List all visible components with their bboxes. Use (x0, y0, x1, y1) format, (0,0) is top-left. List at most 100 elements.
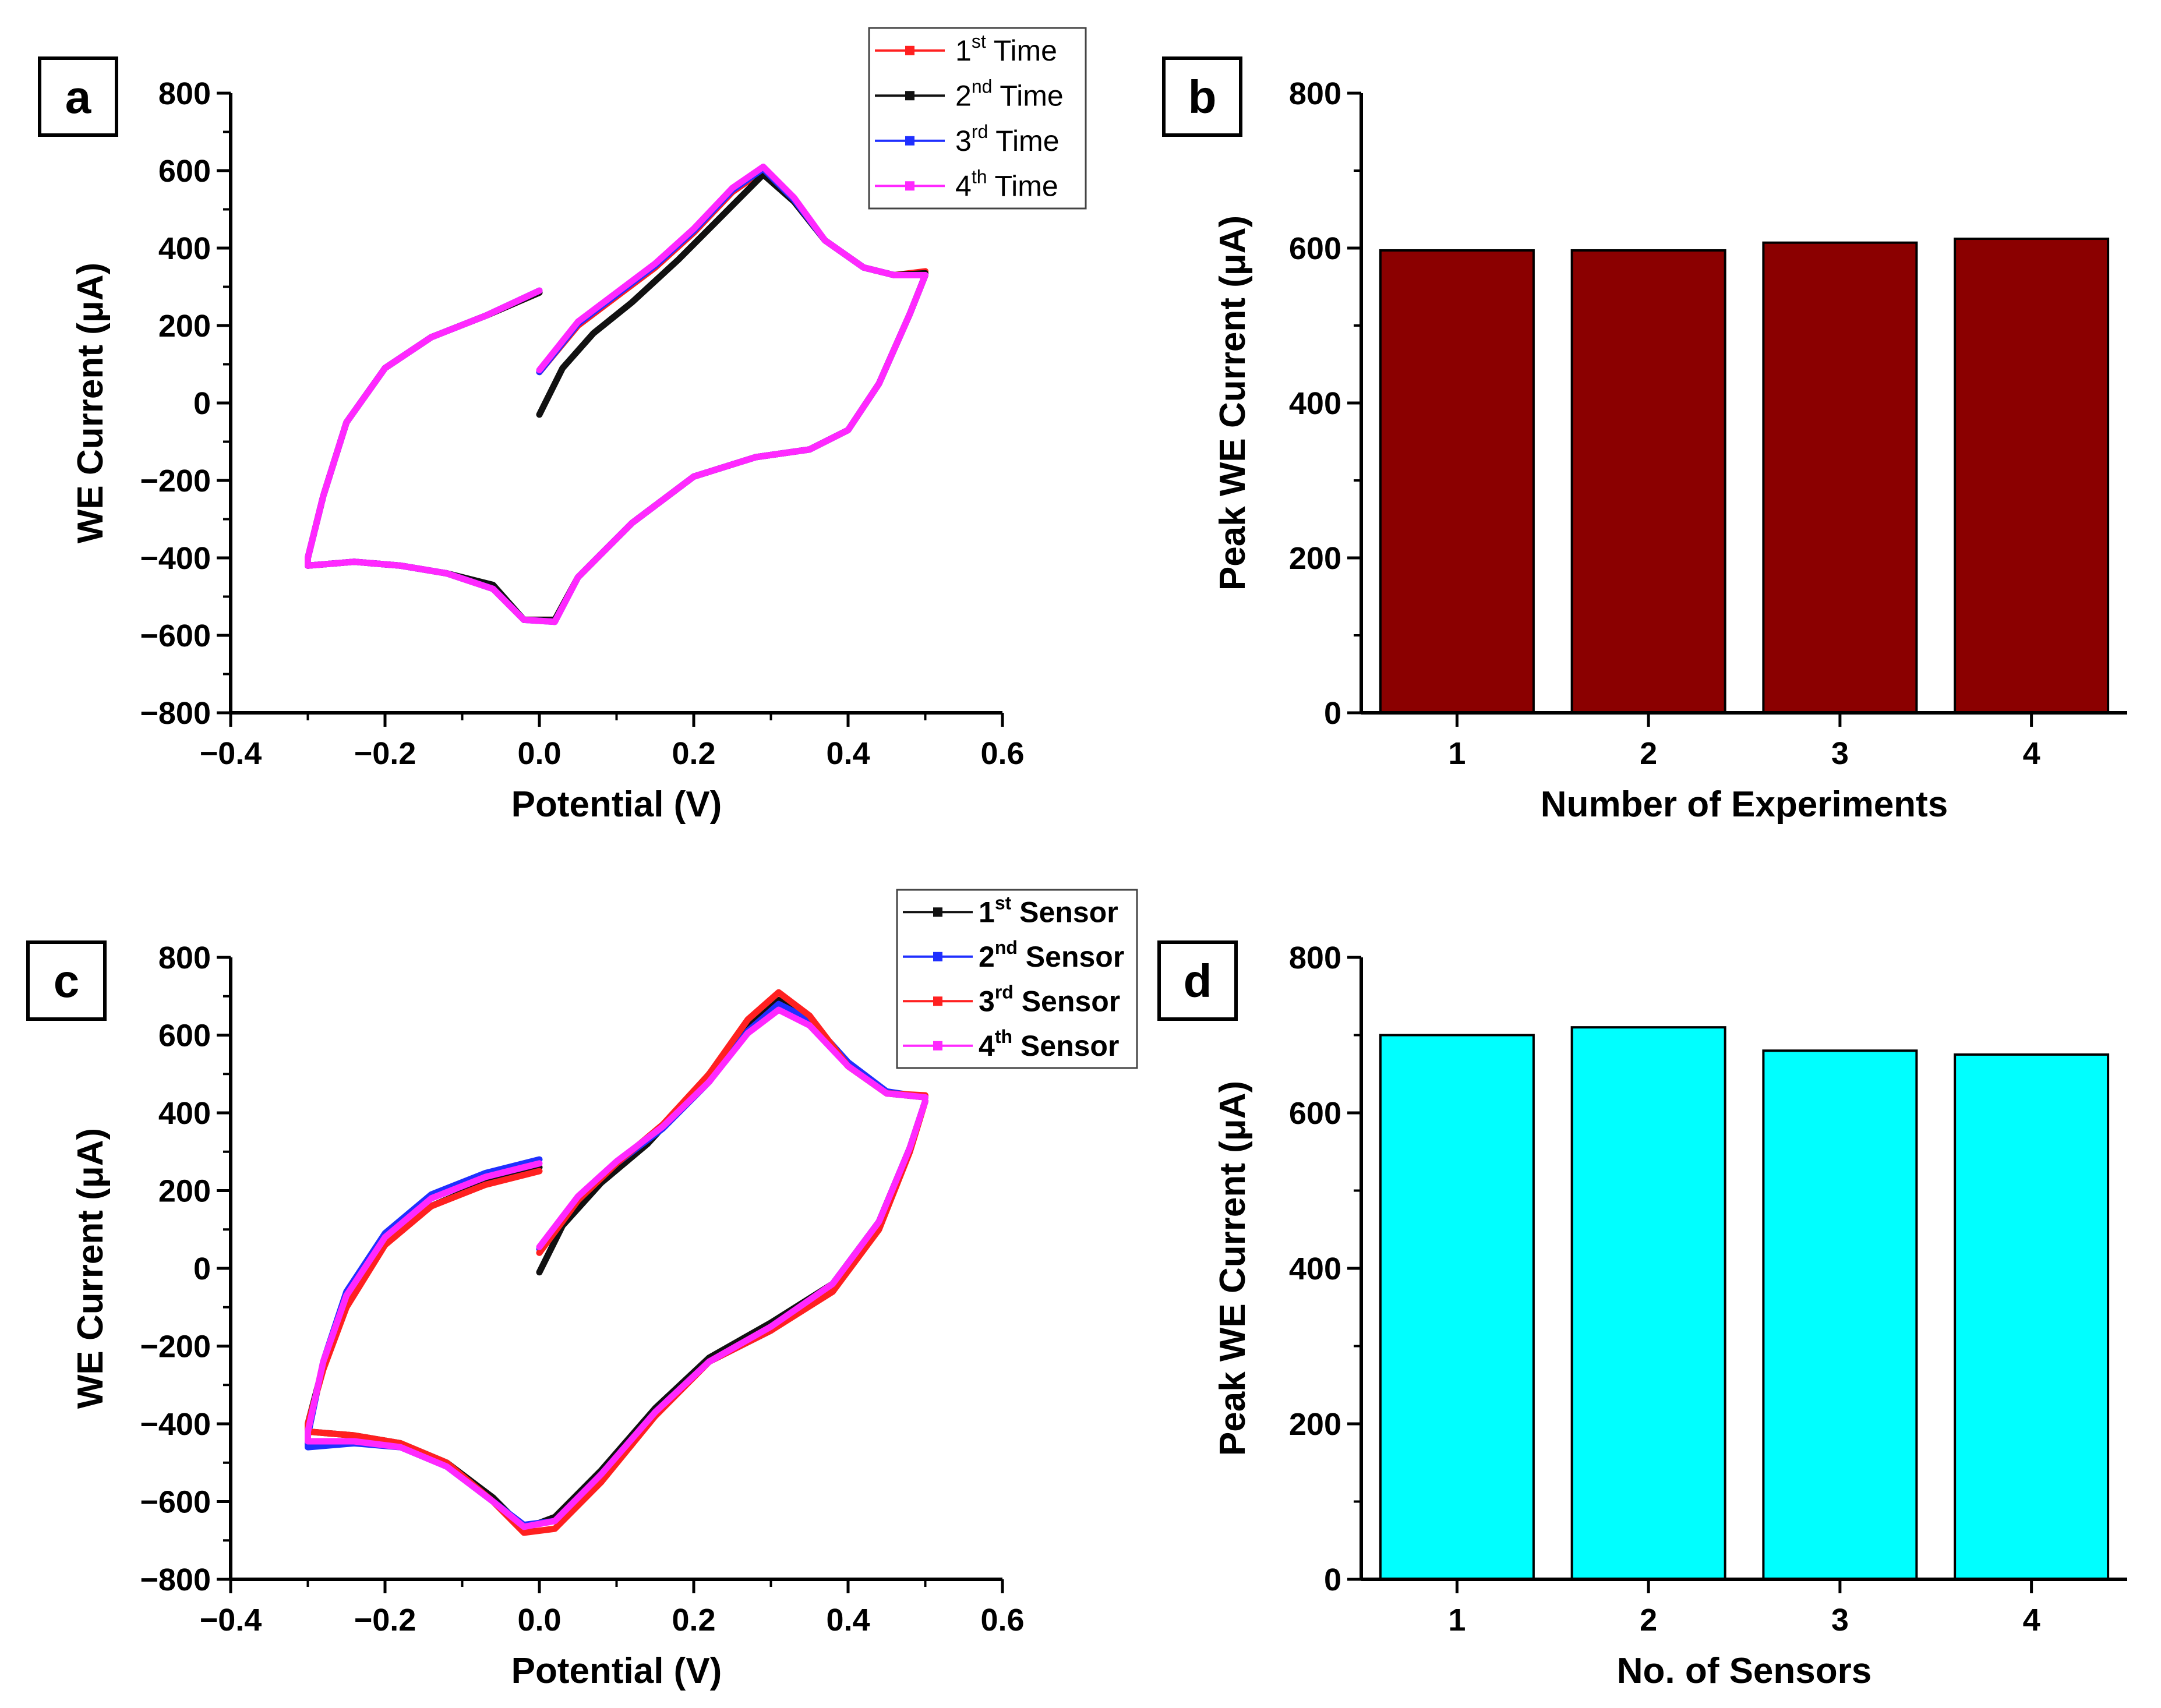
panel-a-cv-repeatability: −800 −600 −400 −200 0 200 400 600 800 −0.4 −0.2 0.0… (38, 27, 1087, 825)
legend-marker (933, 1041, 942, 1051)
y-tick-label: 600 (1289, 1096, 1341, 1131)
y-tick-label: −400 (140, 541, 211, 576)
x-tick-label: 1 (1448, 1603, 1466, 1638)
legend-entry-3: 3rd Time (955, 121, 1060, 157)
legend-entry-number: 2 (979, 940, 995, 973)
x-axis-title: Potential (V) (511, 784, 722, 825)
x-tick-label: 0.2 (672, 1603, 715, 1638)
x-tick-label: 0.4 (826, 736, 870, 771)
y-tick-label: 200 (1289, 1407, 1341, 1442)
legend-entry-label: Sensor (1018, 940, 1124, 973)
y-tick-label: 800 (1289, 940, 1341, 975)
legend-entry-label: Time (992, 79, 1063, 112)
series-2-forward-sweep (536, 171, 928, 418)
x-tick-label: 2 (1640, 1603, 1657, 1638)
y-tick-label: 200 (1289, 541, 1341, 576)
y-tick-label: 0 (193, 386, 211, 421)
legend-entry-2: 2nd Time (955, 76, 1064, 112)
series-4-forward-sweep (536, 1006, 928, 1250)
y-axis-title: Peak WE Current (μA) (1213, 1081, 1253, 1456)
legend-entry-label: Sensor (1014, 985, 1120, 1017)
y-tick-label: 200 (158, 309, 211, 344)
y-tick-label: 600 (1289, 231, 1341, 266)
legend-entry-superscript: nd (972, 76, 993, 97)
y-tick-label: −600 (140, 1485, 211, 1520)
y-axis-title: WE Current (μA) (70, 1128, 111, 1409)
legend-marker (905, 136, 914, 146)
legend-marker (933, 907, 942, 917)
y-tick-label: −200 (140, 464, 211, 498)
y-tick-label: 600 (158, 154, 211, 189)
y-tick-label: −200 (140, 1329, 211, 1364)
x-tick-label: 0.6 (980, 1603, 1024, 1638)
x-tick-label: 3 (1831, 1603, 1849, 1638)
y-tick-label: 600 (158, 1019, 211, 1053)
y-tick-label: 800 (158, 76, 211, 111)
legend-entry-1: 1st Time (955, 31, 1057, 67)
y-tick-label: 400 (1289, 1251, 1341, 1286)
x-axis-title: No. of Sensors (1617, 1651, 1872, 1691)
legend-entry-3: 3rd Sensor (979, 981, 1120, 1017)
legend-entry-number: 3 (955, 125, 972, 157)
x-tick-label: 1 (1448, 736, 1466, 771)
y-tick-label: −800 (140, 1562, 211, 1597)
panel-c-cv-reproducibility: −800 −600 −400 −200 0 200 400 600 800 −0.4 −0.2 0.0… (26, 889, 1138, 1691)
legend-box (896, 889, 1138, 1069)
legend-entry-number: 2 (955, 79, 972, 112)
series-4-forward-sweep (536, 163, 928, 373)
bar-3 (1762, 241, 1918, 714)
legend-entry-label: Time (987, 169, 1058, 202)
panel-label: a (65, 71, 91, 123)
x-tick-label: 4 (2023, 1603, 2040, 1638)
legend-marker (905, 45, 914, 55)
y-tick-label: 0 (193, 1251, 211, 1286)
legend-entry-4: 4th Sensor (979, 1026, 1119, 1062)
legend-entry-1: 1st Sensor (979, 892, 1118, 928)
bar-2 (1570, 1026, 1726, 1580)
panel-b-peak-current-experiments: 0 200 400 600 800 1 2 3 4 Number of Experiments Pe… (1162, 56, 2127, 825)
x-tick-label: −0.2 (354, 736, 416, 771)
series-3-reverse-sweep (305, 272, 928, 625)
bar-3 (1762, 1049, 1918, 1580)
legend-entry-label: Time (988, 125, 1059, 157)
legend-marker (933, 996, 942, 1006)
legend-entry-superscript: rd (972, 121, 988, 142)
panel-label-box (26, 940, 107, 1021)
legend-entry-4: 4th Time (955, 166, 1058, 202)
legend-entry-number: 4 (955, 169, 972, 202)
bar-2 (1570, 249, 1726, 714)
y-tick-label: 0 (1324, 696, 1341, 731)
panel-label-box (1157, 940, 1238, 1021)
x-axis-title: Number of Experiments (1541, 784, 1948, 825)
legend-entry-superscript: th (972, 166, 987, 187)
y-tick-label: 400 (158, 231, 211, 266)
panel-d-peak-current-sensors: 0 200 400 600 800 1 2 3 4 No. of Sensors Peak WE C… (1157, 940, 2127, 1691)
panel-label-box (38, 56, 118, 137)
x-tick-label: 2 (1640, 736, 1657, 771)
series-4-reverse-sweep (305, 272, 928, 625)
x-tick-label: 0.6 (980, 736, 1024, 771)
y-tick-label: 400 (1289, 386, 1341, 421)
legend-entry-superscript: nd (995, 937, 1018, 958)
series-4-reverse-sweep (305, 1098, 928, 1530)
legend-marker (905, 91, 914, 101)
legend-entry-superscript: st (995, 892, 1012, 913)
legend-entry-2: 2nd Sensor (979, 937, 1124, 973)
series-3-forward-sweep (536, 989, 928, 1256)
y-tick-label: 800 (158, 940, 211, 975)
legend-entry-number: 4 (979, 1030, 995, 1062)
legend-entry-label: Sensor (1012, 1030, 1119, 1062)
x-tick-label: 0.2 (672, 736, 715, 771)
x-tick-label: 0.0 (517, 736, 561, 771)
legend-entry-label: Sensor (1011, 896, 1118, 928)
y-tick-label: 0 (1324, 1562, 1341, 1597)
legend-entry-label: Time (986, 34, 1057, 67)
panel-label: b (1188, 71, 1217, 123)
bar-4 (1954, 1053, 2110, 1580)
y-tick-label: −400 (140, 1407, 211, 1442)
legend-box (868, 27, 1087, 210)
x-tick-label: −0.4 (200, 736, 262, 771)
x-tick-label: −0.4 (200, 1603, 262, 1638)
x-axis-title: Potential (V) (511, 1651, 722, 1691)
